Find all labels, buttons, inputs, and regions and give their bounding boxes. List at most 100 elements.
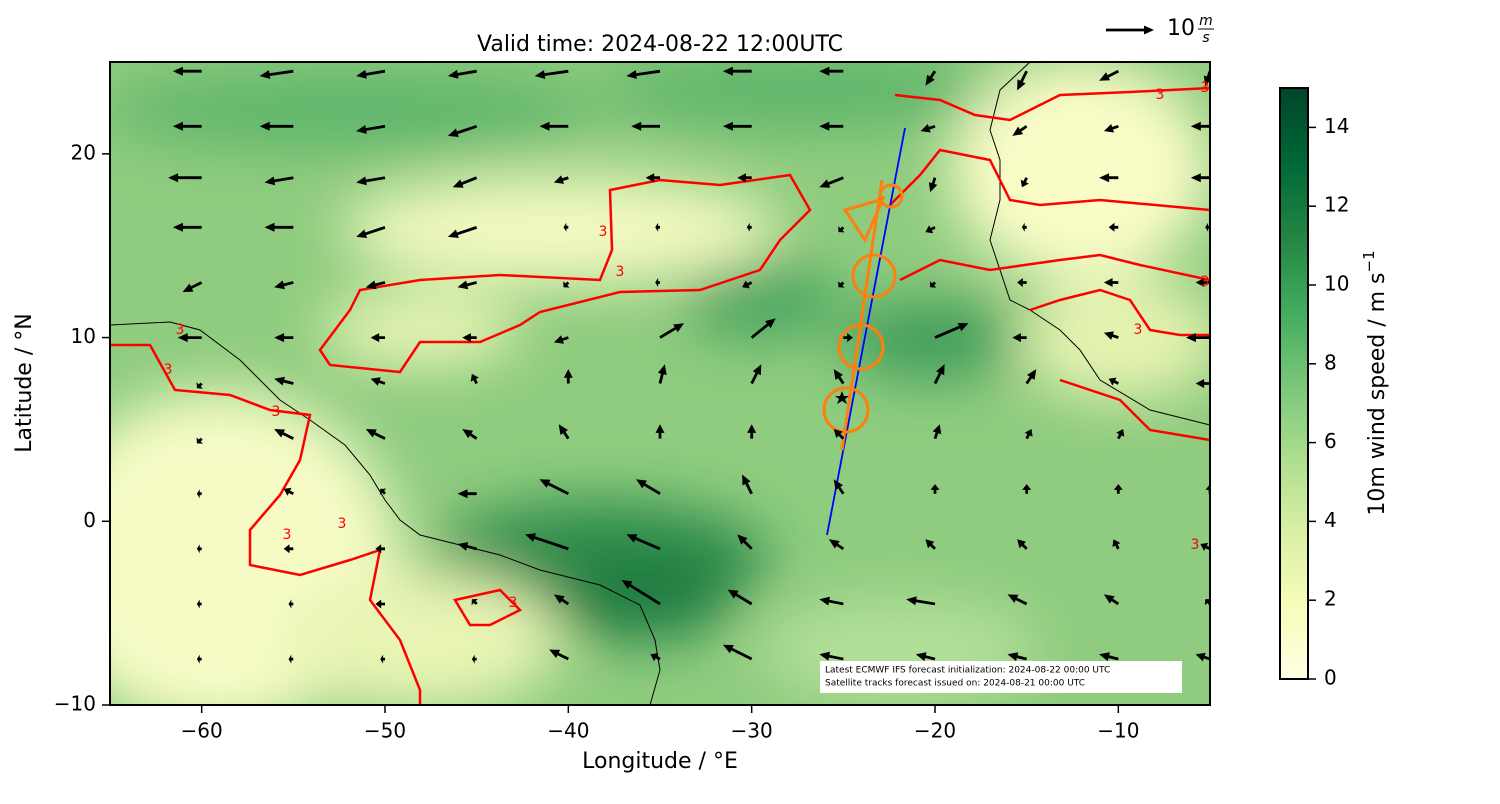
wind-arrow [1205,484,1210,494]
wind-arrow [819,596,844,606]
wind-arrow [819,651,844,661]
wind-arrow [1007,594,1028,606]
wind-arrow [375,544,385,554]
wind-arrow [933,364,945,385]
wind-arrow [655,278,660,287]
wind-arrow [172,222,202,232]
wind-arrow [283,544,294,554]
x-tick-label: −20 [914,719,956,743]
wind-arrow [838,281,845,288]
wind-arrow [1108,377,1119,386]
wind-arrow [1195,652,1210,662]
wind-arrow [906,596,936,606]
wind-arrow [645,173,660,183]
wind-arrow [365,280,386,290]
wind-arrow [172,66,202,76]
wind-arrow [746,222,752,232]
colorbar-tick-label: 0 [1324,666,1337,690]
wind-arrow [1190,121,1210,131]
wind-arrow [1103,594,1120,606]
contour-label: 3 [616,264,625,280]
wind-arrow [819,66,844,76]
wind-arrow [626,534,661,551]
wind-arrow [563,369,573,384]
wind-arrow [722,66,752,76]
wind-arrow [539,479,569,495]
y-tick-label: 10 [71,324,96,348]
x-tick-label: −10 [1097,719,1139,743]
wind-arrow [1025,369,1037,385]
wind-arrow [288,599,294,609]
wind-arrow [1020,177,1029,188]
wind-arrow [196,489,202,499]
wind-arrow [1108,222,1119,232]
wind-arrow [457,542,477,551]
wind-arrow [539,121,569,131]
wind-arrow [563,281,570,288]
wind-arrow [553,594,570,606]
wind-arrow [1113,484,1123,494]
wind-arrow [558,424,570,440]
colorbar [1279,87,1309,680]
satellite-track [826,127,906,536]
contour-label: 3 [338,516,347,532]
plot-frame [109,61,1211,706]
wind-arrow [563,222,569,232]
colorbar-tick-label: 12 [1324,193,1349,217]
wind-arrow [553,175,569,184]
wind-arrow [655,222,660,232]
wind-arrow [1103,331,1119,340]
wind-arrow [1099,652,1119,662]
wind-arrow [925,539,936,550]
wind-arrow [356,176,386,186]
wind-arrow [356,69,386,79]
wind-arrow [1099,69,1119,81]
wind-arrow [1103,278,1119,287]
quiver-key-unit: s [1202,30,1209,46]
wind-arrow [471,598,478,606]
wind-arrow [196,654,202,664]
wind-arrow [356,124,386,134]
y-tick-label: 0 [83,508,96,532]
wind-arrow [356,226,386,238]
wind-arrow [934,323,969,339]
wind-arrow [370,377,386,386]
wind-arrow [1099,173,1119,183]
wind-arrow [1012,125,1028,136]
quiver-key-unit: m [1199,13,1213,29]
wind-arrow [259,69,294,79]
wind-arrow [742,280,753,289]
colorbar-tick-label: 4 [1324,508,1337,532]
wind-arrow [365,429,386,440]
x-tick-label: −30 [731,719,773,743]
wind-arrow [86,67,110,76]
colorbar-tick-label: 6 [1324,429,1337,453]
wind-arrow [274,376,294,386]
contour-label: 3 [283,527,292,543]
wind-arrow [659,323,684,339]
wind-arrow [1021,222,1027,232]
wind-arrow [283,487,294,496]
contour-label: 3 [164,362,173,378]
wind-arrow [930,484,940,494]
wind-arrow [722,644,753,661]
x-tick-label: −50 [364,719,406,743]
wind-arrow [470,373,479,385]
x-axis-label: Longitude / °E [582,749,738,774]
contours [110,86,1210,705]
y-axis-label: Latitude / °N [12,313,37,452]
wind-arrow [379,488,387,495]
annotation-box [820,661,1182,693]
wind-arrow [932,424,942,440]
wind-arrows [86,66,1210,664]
wind-arrow [737,534,753,550]
wind-arrow [370,333,385,343]
contour-label: 3 [176,322,185,338]
contour-label: 3 [1201,274,1210,290]
contour-labels: 3 3 3 3 3 3 3 3 3 3 3 3 3 [164,80,1210,611]
wind-arrow [288,654,294,664]
wind-arrow [471,654,477,664]
colorbar-tick-label: 2 [1324,587,1337,611]
wind-arrow [91,379,110,388]
wind-arrow [196,382,203,389]
